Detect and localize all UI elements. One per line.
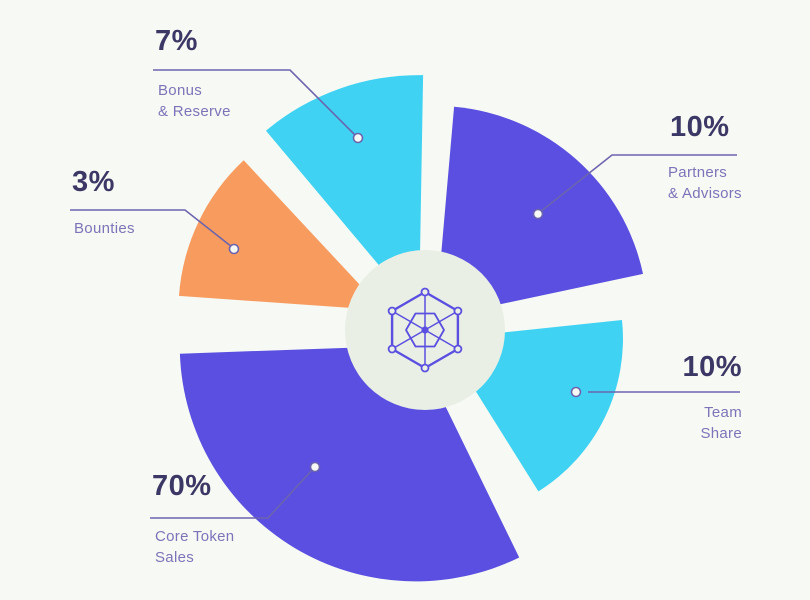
- hexagon-network-logo-icon: [387, 287, 463, 373]
- pct-core-token-sales: 70%: [152, 470, 212, 502]
- label-line: & Reserve: [158, 103, 231, 121]
- label-team-share: Team Share: [700, 402, 742, 445]
- logo-inner-hexagon: [405, 312, 445, 348]
- label-partners-advisors: Partners & Advisors: [668, 162, 742, 205]
- label-line: Bounties: [74, 220, 135, 237]
- label-line: Partners: [668, 164, 728, 181]
- label-core-token-sales: Core Token Sales: [155, 526, 234, 569]
- label-line: Core Token: [155, 528, 235, 545]
- pie-slice-bonus-reserve: [266, 75, 424, 313]
- leader-dot-core-token-sales: [309, 461, 321, 473]
- leader-dot-bounties: [228, 243, 240, 255]
- logo-spokes: [391, 292, 459, 368]
- leader-line-partners-advisors: [539, 154, 737, 213]
- leader-lines: [70, 69, 740, 519]
- pie-slice-bounties: [179, 160, 384, 311]
- pct-bounties: 3%: [72, 166, 115, 198]
- leader-line-core-token-sales: [150, 468, 314, 519]
- label-bounties: Bounties: [74, 218, 135, 239]
- label-line: Team: [704, 404, 742, 421]
- label-line: Bonus: [158, 82, 203, 99]
- leader-dot-bonus-reserve: [352, 132, 364, 144]
- label-line: & Advisors: [668, 185, 742, 203]
- label-bonus-reserve: Bonus & Reserve: [158, 80, 231, 123]
- leader-dot-team-share: [570, 386, 582, 398]
- leader-line-bounties: [70, 209, 233, 248]
- pct-partners-advisors: 10%: [670, 111, 730, 143]
- leader-dot-partners-advisors: [532, 208, 544, 220]
- leader-line-bonus-reserve: [153, 69, 357, 137]
- label-line: Share: [700, 425, 742, 443]
- pct-bonus-reserve: 7%: [155, 25, 198, 57]
- logo-node-dots: [387, 287, 463, 373]
- logo-center-dot: [421, 326, 429, 334]
- label-line: Sales: [155, 549, 195, 567]
- pct-team-share: 10%: [682, 351, 742, 383]
